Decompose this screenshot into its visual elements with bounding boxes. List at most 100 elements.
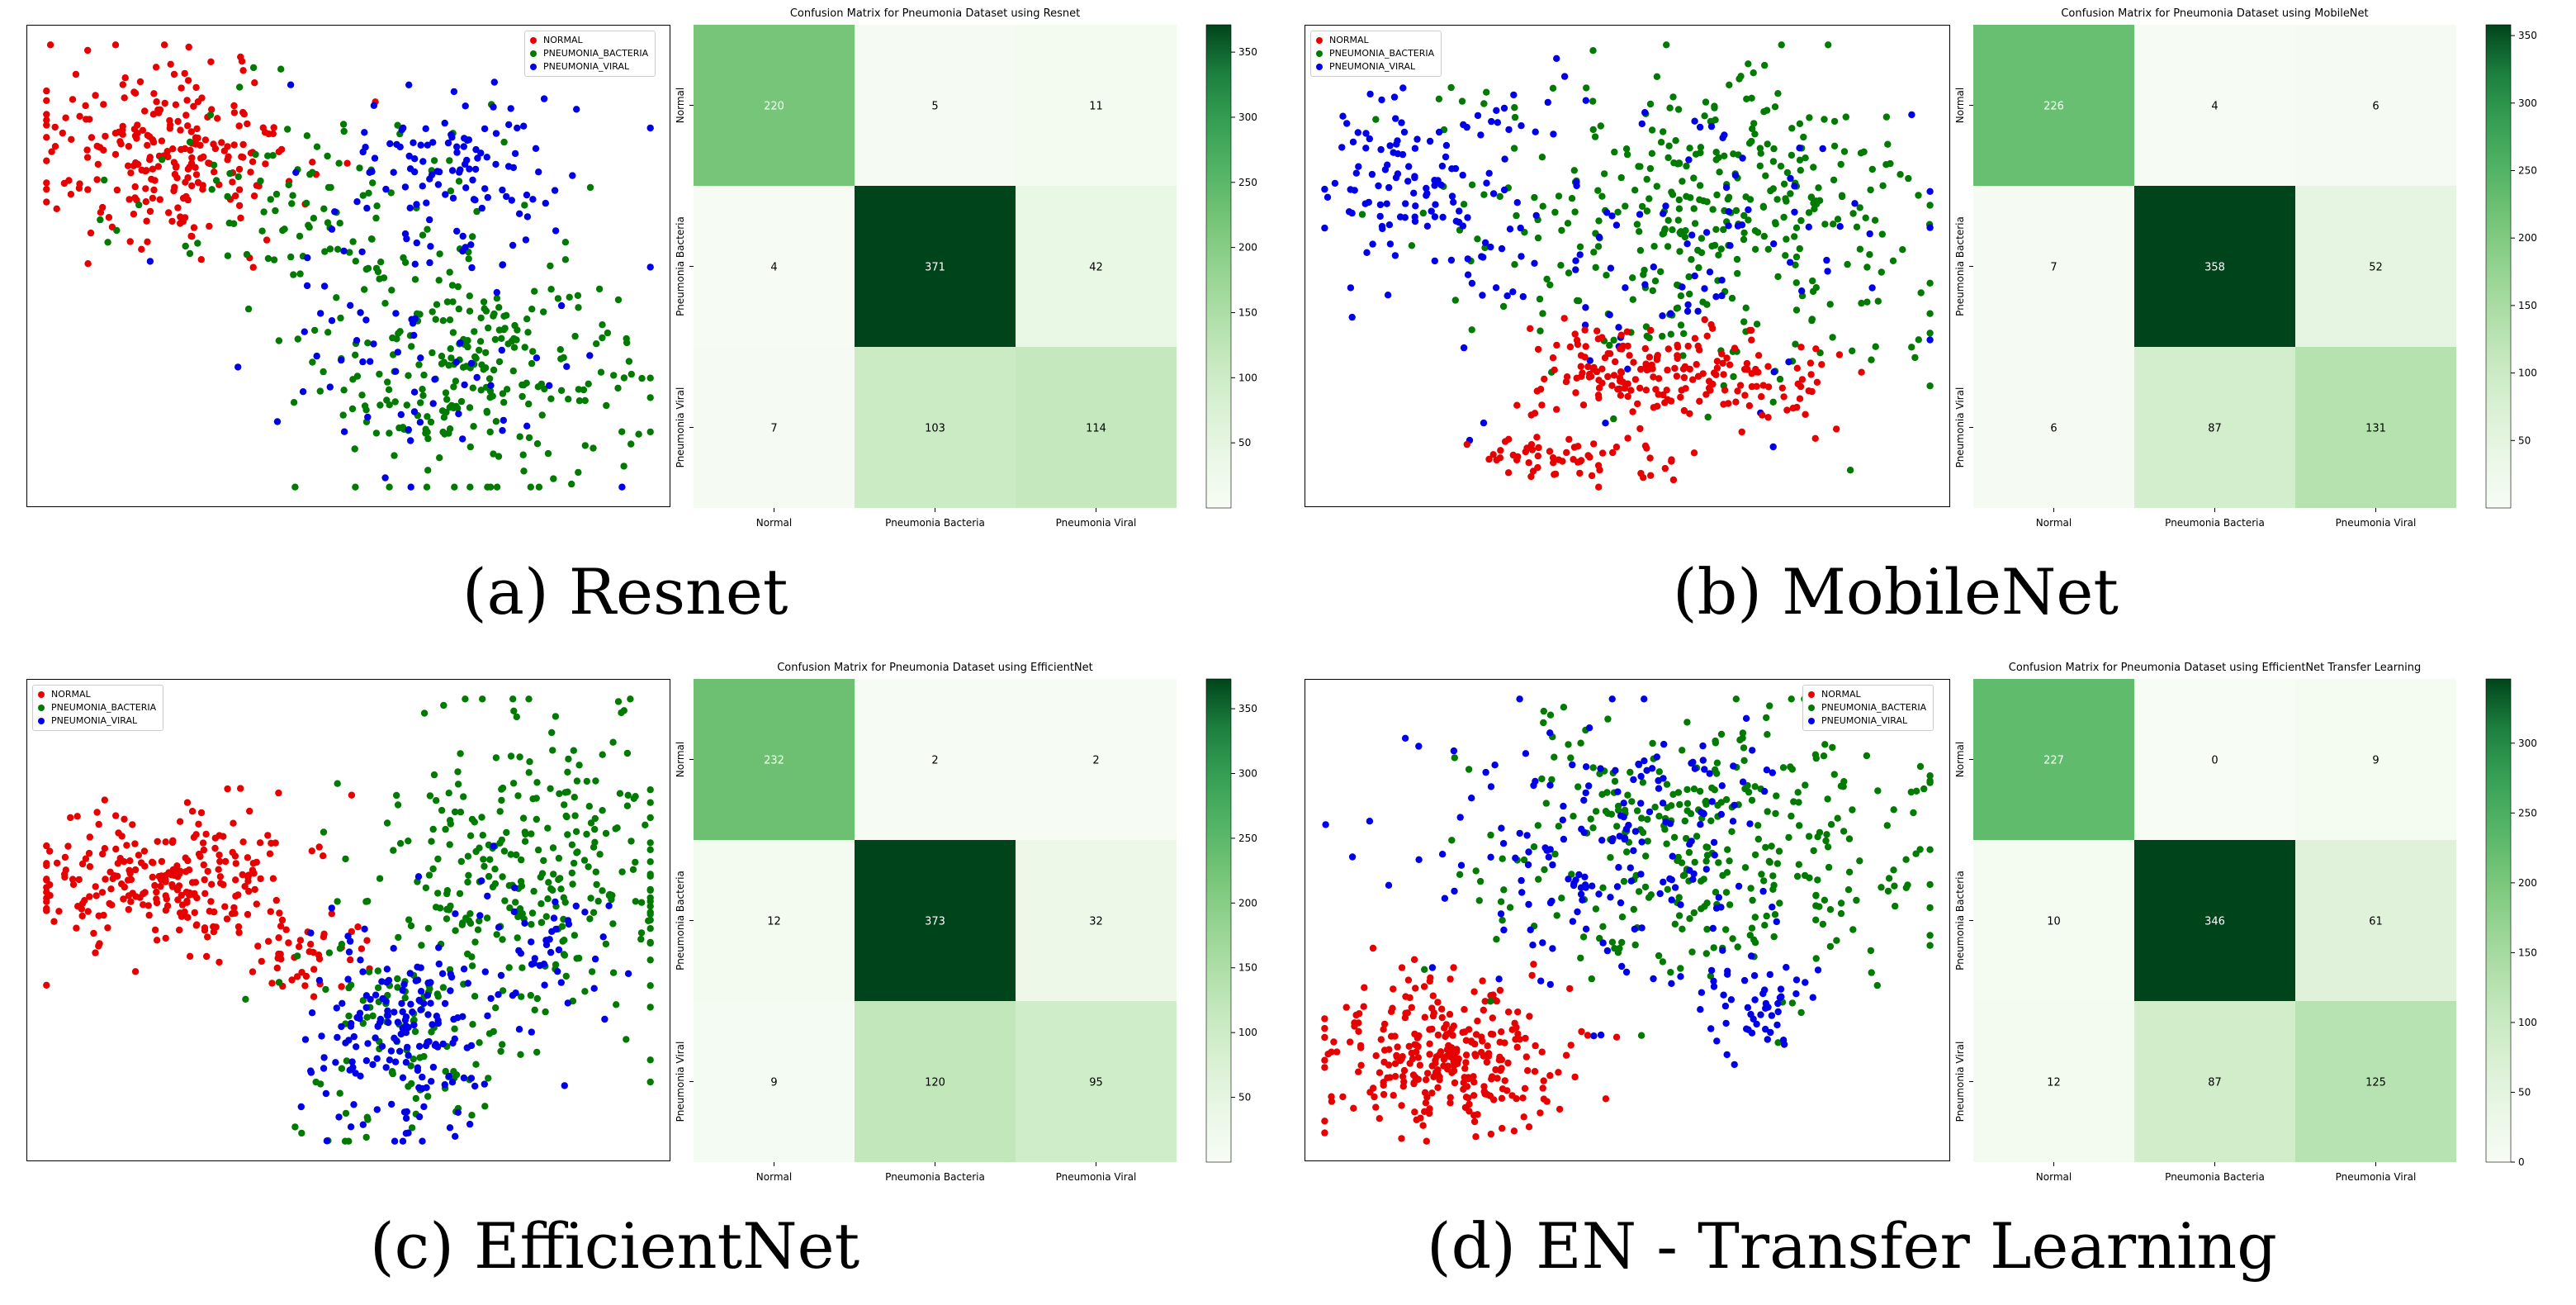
scatter-point [476, 1039, 483, 1046]
scatter-point [1769, 904, 1776, 911]
scatter-point [1588, 472, 1596, 480]
scatter-point [552, 713, 560, 720]
scatter-point [1527, 926, 1534, 933]
scatter-point [1796, 120, 1804, 127]
scatter-point [1637, 871, 1645, 878]
scatter-point [1616, 385, 1623, 392]
scatter-point [1551, 471, 1558, 478]
scatter-point [1607, 264, 1615, 272]
scatter-point [1717, 904, 1725, 911]
scatter-point [581, 442, 589, 449]
scatter-point [174, 204, 182, 211]
scatter-point [1543, 275, 1551, 283]
scatter-point [224, 252, 232, 259]
scatter-point [1683, 785, 1691, 794]
scatter-point [547, 395, 555, 402]
scatter-point [422, 425, 429, 433]
scatter-point [1691, 272, 1698, 280]
scatter-point [381, 300, 389, 307]
scatter-point [1461, 1006, 1468, 1013]
scatter-point [528, 830, 535, 838]
cm-title: Confusion Matrix for Pneumonia Dataset u… [777, 662, 1093, 674]
scatter-point [1732, 695, 1740, 703]
scatter-point [454, 1108, 462, 1116]
scatter-point [1717, 245, 1725, 253]
scatter-point [1684, 301, 1692, 309]
scatter-point [1525, 1123, 1533, 1131]
scatter-point [1764, 1036, 1771, 1043]
scatter-point [1498, 1028, 1505, 1036]
scatter-point [170, 159, 178, 166]
cm-cell [855, 840, 1016, 1001]
scatter-point [1674, 216, 1682, 224]
scatter-point [320, 368, 327, 376]
colorbar-tick-label: 150 [1238, 306, 1257, 318]
scatter-point [1610, 372, 1618, 379]
cm-cell [1973, 1001, 2134, 1162]
scatter-point [1926, 336, 1934, 344]
scatter-point [125, 143, 133, 150]
scatter-point [426, 175, 433, 183]
scatter-point [514, 934, 521, 942]
cm-cell-value: 125 [2365, 1077, 2386, 1089]
scatter-point [1739, 154, 1746, 162]
scatter-point [486, 428, 494, 436]
cm-cell [2134, 347, 2295, 508]
scatter-point [478, 877, 485, 885]
scatter-point [1743, 95, 1750, 103]
scatter-point [411, 155, 419, 163]
scatter-point [121, 74, 129, 82]
scatter-point [541, 981, 548, 989]
scatter-point [389, 334, 396, 342]
scatter-point [521, 828, 528, 836]
scatter-point [249, 263, 257, 271]
scatter-point [422, 1042, 430, 1050]
scatter-point [596, 851, 604, 858]
scatter-point [1664, 885, 1671, 893]
scatter-point [561, 801, 568, 809]
scatter-point [1696, 123, 1704, 131]
scatter-point [84, 260, 92, 268]
scatter-point [466, 919, 475, 928]
scatter-point [336, 220, 343, 227]
scatter-point [1428, 1004, 1436, 1012]
scatter-point [1698, 989, 1706, 996]
scatter-point [1762, 1025, 1769, 1033]
scatter-point [362, 1057, 371, 1065]
scatter-point [144, 238, 151, 245]
scatter-point [1836, 223, 1844, 230]
scatter-point [1642, 852, 1650, 860]
scatter-point [1555, 192, 1563, 200]
scatter-point [1520, 1113, 1527, 1121]
scatter-point [1673, 373, 1681, 380]
scatter-point [468, 953, 476, 961]
scatter-point [1926, 279, 1934, 287]
scatter-point [78, 860, 87, 868]
scatter-point [407, 1000, 414, 1008]
cm-cell-value: 11 [1089, 101, 1103, 113]
scatter-point [410, 331, 418, 339]
scatter-point [435, 168, 443, 176]
scatter-point [1321, 1129, 1328, 1137]
scatter-point [394, 121, 401, 129]
scatter-point [1618, 914, 1627, 921]
scatter-point [75, 876, 83, 884]
scatter-point [1511, 1019, 1518, 1027]
scatter-point [320, 852, 327, 860]
scatter-point [1853, 223, 1861, 230]
scatter-point [1426, 1105, 1433, 1113]
scatter-point [85, 849, 93, 857]
scatter-point [1700, 197, 1707, 205]
scatter-point [1551, 850, 1559, 858]
scatter-point [1321, 224, 1328, 232]
scatter-point [1589, 824, 1597, 832]
scatter-point [1724, 967, 1731, 975]
scatter-point [1646, 100, 1655, 108]
scatter-point [581, 396, 589, 405]
scatter-point [194, 240, 201, 247]
scatter-point [419, 386, 426, 393]
scatter-point [490, 312, 497, 320]
scatter-point [303, 282, 311, 290]
scatter-point [1812, 955, 1820, 962]
scatter-point [364, 413, 372, 421]
